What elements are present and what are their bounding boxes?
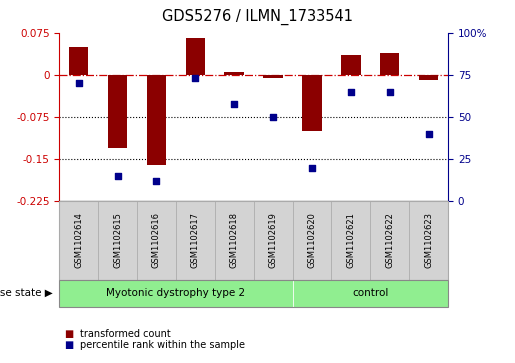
Text: GSM1102614: GSM1102614 <box>74 213 83 268</box>
Point <box>230 101 238 106</box>
Point <box>113 173 122 179</box>
Text: GSM1102622: GSM1102622 <box>385 213 394 268</box>
Text: GSM1102617: GSM1102617 <box>191 212 200 269</box>
Point <box>386 89 394 95</box>
Bar <box>263 75 283 78</box>
Text: Myotonic dystrophy type 2: Myotonic dystrophy type 2 <box>106 288 246 298</box>
Bar <box>380 53 400 75</box>
Point <box>308 165 316 171</box>
Text: transformed count: transformed count <box>80 329 170 339</box>
Text: ■: ■ <box>64 329 74 339</box>
Bar <box>147 75 166 165</box>
Bar <box>302 75 322 131</box>
Text: control: control <box>352 288 388 298</box>
Bar <box>419 75 438 81</box>
Text: GSM1102621: GSM1102621 <box>347 213 355 268</box>
Point <box>75 80 83 86</box>
Text: GSM1102623: GSM1102623 <box>424 212 433 269</box>
Point <box>269 114 277 120</box>
Bar <box>69 47 89 75</box>
Text: GDS5276 / ILMN_1733541: GDS5276 / ILMN_1733541 <box>162 9 353 25</box>
Bar <box>225 72 244 75</box>
Point <box>152 178 161 184</box>
Bar <box>185 38 205 75</box>
Point <box>347 89 355 95</box>
Text: ■: ■ <box>64 340 74 350</box>
Text: GSM1102616: GSM1102616 <box>152 212 161 269</box>
Text: disease state ▶: disease state ▶ <box>0 288 53 298</box>
Point <box>191 76 199 81</box>
Text: GSM1102618: GSM1102618 <box>230 212 238 269</box>
Bar <box>108 75 127 148</box>
Text: GSM1102615: GSM1102615 <box>113 213 122 268</box>
Text: GSM1102619: GSM1102619 <box>269 213 278 268</box>
Text: percentile rank within the sample: percentile rank within the sample <box>80 340 245 350</box>
Point <box>424 131 433 137</box>
Bar <box>341 55 360 75</box>
Text: GSM1102620: GSM1102620 <box>307 213 316 268</box>
